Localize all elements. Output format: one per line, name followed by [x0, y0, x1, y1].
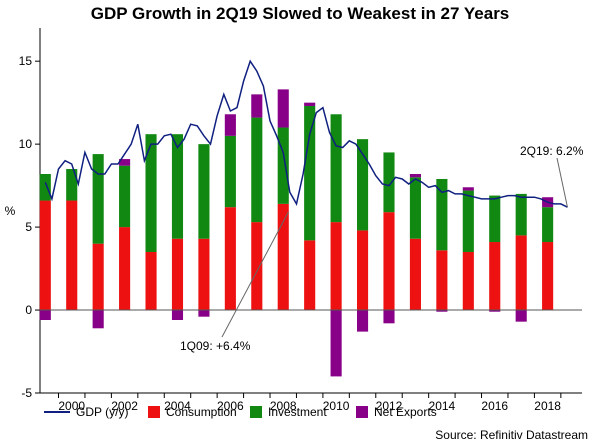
- bar-net-exports: [436, 310, 448, 312]
- bar-net-exports: [515, 310, 527, 322]
- bar-consumption: [330, 222, 342, 311]
- x-tick-label: 2006: [217, 399, 244, 413]
- x-tick-label: 2000: [58, 399, 85, 413]
- x-axis: 2000 2002 2004 2006 2008 2010 2012 2014 2016 2018: [40, 392, 582, 413]
- bar-consumption: [357, 230, 369, 311]
- bar-consumption: [277, 203, 289, 311]
- x-tick-label: 2004: [164, 399, 191, 413]
- legend-label: Investment: [268, 405, 327, 419]
- bar-investment: [198, 144, 210, 239]
- bar-net-exports: [462, 187, 474, 191]
- bar-net-exports: [119, 159, 131, 166]
- annotations: 2Q19: 6.2% 1Q09: +6.4%: [180, 144, 584, 353]
- bar-investment: [542, 207, 554, 243]
- bar-net-exports: [409, 174, 421, 178]
- bar-net-exports: [251, 94, 263, 118]
- bar-consumption: [383, 212, 395, 311]
- bar-consumption: [198, 238, 210, 311]
- source-note: Source: Refinitiv Datastream: [435, 428, 588, 442]
- y-tick-label: -5: [21, 386, 32, 400]
- x-tick-label: 2014: [429, 399, 456, 413]
- bar-investment: [436, 178, 448, 251]
- bar-net-exports: [171, 310, 184, 320]
- bar-investment: [39, 174, 51, 201]
- legend-swatch-net-exports: [356, 406, 368, 418]
- bar-investment: [119, 165, 131, 228]
- bar-investment: [66, 169, 78, 201]
- bar-investment: [251, 117, 263, 223]
- bar-investment: [409, 177, 421, 239]
- y-tick-label: 15: [19, 54, 33, 68]
- gdp-line: [44, 59, 568, 208]
- bar-net-exports: [224, 114, 236, 136]
- bar-consumption: [515, 235, 527, 311]
- bar-consumption: [66, 200, 78, 311]
- bar-investment: [489, 195, 501, 243]
- bar-group: [39, 89, 554, 377]
- bar-net-exports: [277, 89, 289, 128]
- bar-consumption: [462, 251, 474, 311]
- legend-swatch-consumption: [148, 406, 160, 418]
- legend: GDP (y/y) Consumption Investment Net Export…: [44, 405, 437, 419]
- legend-swatch-investment: [250, 406, 262, 418]
- bar-net-exports: [304, 102, 316, 106]
- y-axis-label: %: [5, 204, 16, 218]
- x-tick-label: 2012: [376, 399, 403, 413]
- legend-label: Consumption: [166, 405, 237, 419]
- bar-net-exports: [39, 310, 51, 320]
- bar-consumption: [542, 242, 554, 311]
- x-tick-label: 2010: [323, 399, 350, 413]
- bar-investment: [383, 152, 395, 213]
- bar-investment: [304, 105, 316, 241]
- bar-consumption: [92, 243, 104, 311]
- x-tick-label: 2008: [270, 399, 297, 413]
- bar-consumption: [224, 207, 236, 311]
- annotation-2q19: 2Q19: 6.2%: [520, 144, 584, 158]
- y-tick-label: 10: [19, 137, 33, 151]
- x-tick-label: 2002: [111, 399, 138, 413]
- bar-net-exports: [489, 310, 501, 312]
- bar-investment: [145, 134, 157, 252]
- bar-consumption: [489, 242, 501, 311]
- bar-investment: [92, 154, 104, 244]
- annotation-1q09: 1Q09: +6.4%: [180, 339, 251, 353]
- legend-label: Net Exports: [374, 405, 437, 419]
- x-tick-label: 2018: [534, 399, 561, 413]
- bar-net-exports: [198, 310, 210, 317]
- bar-investment: [515, 193, 527, 236]
- bar-consumption: [39, 200, 51, 311]
- bar-consumption: [436, 250, 448, 311]
- legend-label: GDP (y/y): [76, 405, 128, 419]
- annotation-leader: [556, 157, 568, 208]
- bar-net-exports: [383, 310, 395, 324]
- bar-consumption: [251, 222, 263, 311]
- y-tick-label: 0: [25, 303, 32, 317]
- bar-investment: [357, 139, 369, 231]
- bar-consumption: [145, 251, 157, 311]
- bar-net-exports: [92, 310, 104, 329]
- bar-consumption: [171, 238, 184, 311]
- annotation-leader: [221, 211, 289, 338]
- bar-net-exports: [357, 310, 369, 332]
- bar-investment: [277, 127, 289, 204]
- bar-consumption: [304, 240, 316, 311]
- bar-investment: [462, 190, 474, 252]
- bar-net-exports: [330, 310, 342, 377]
- bar-consumption: [119, 227, 131, 311]
- y-tick-label: 5: [25, 220, 32, 234]
- gdp-line-group: [44, 59, 568, 208]
- bar-investment: [330, 114, 342, 223]
- y-axis: -5 0 5 10 15%: [5, 28, 41, 400]
- bar-investment: [171, 134, 184, 239]
- chart-title: GDP Growth in 2Q19 Slowed to Weakest in …: [90, 4, 510, 23]
- bar-investment: [224, 135, 236, 208]
- bar-consumption: [409, 238, 421, 311]
- x-tick-label: 2016: [481, 399, 508, 413]
